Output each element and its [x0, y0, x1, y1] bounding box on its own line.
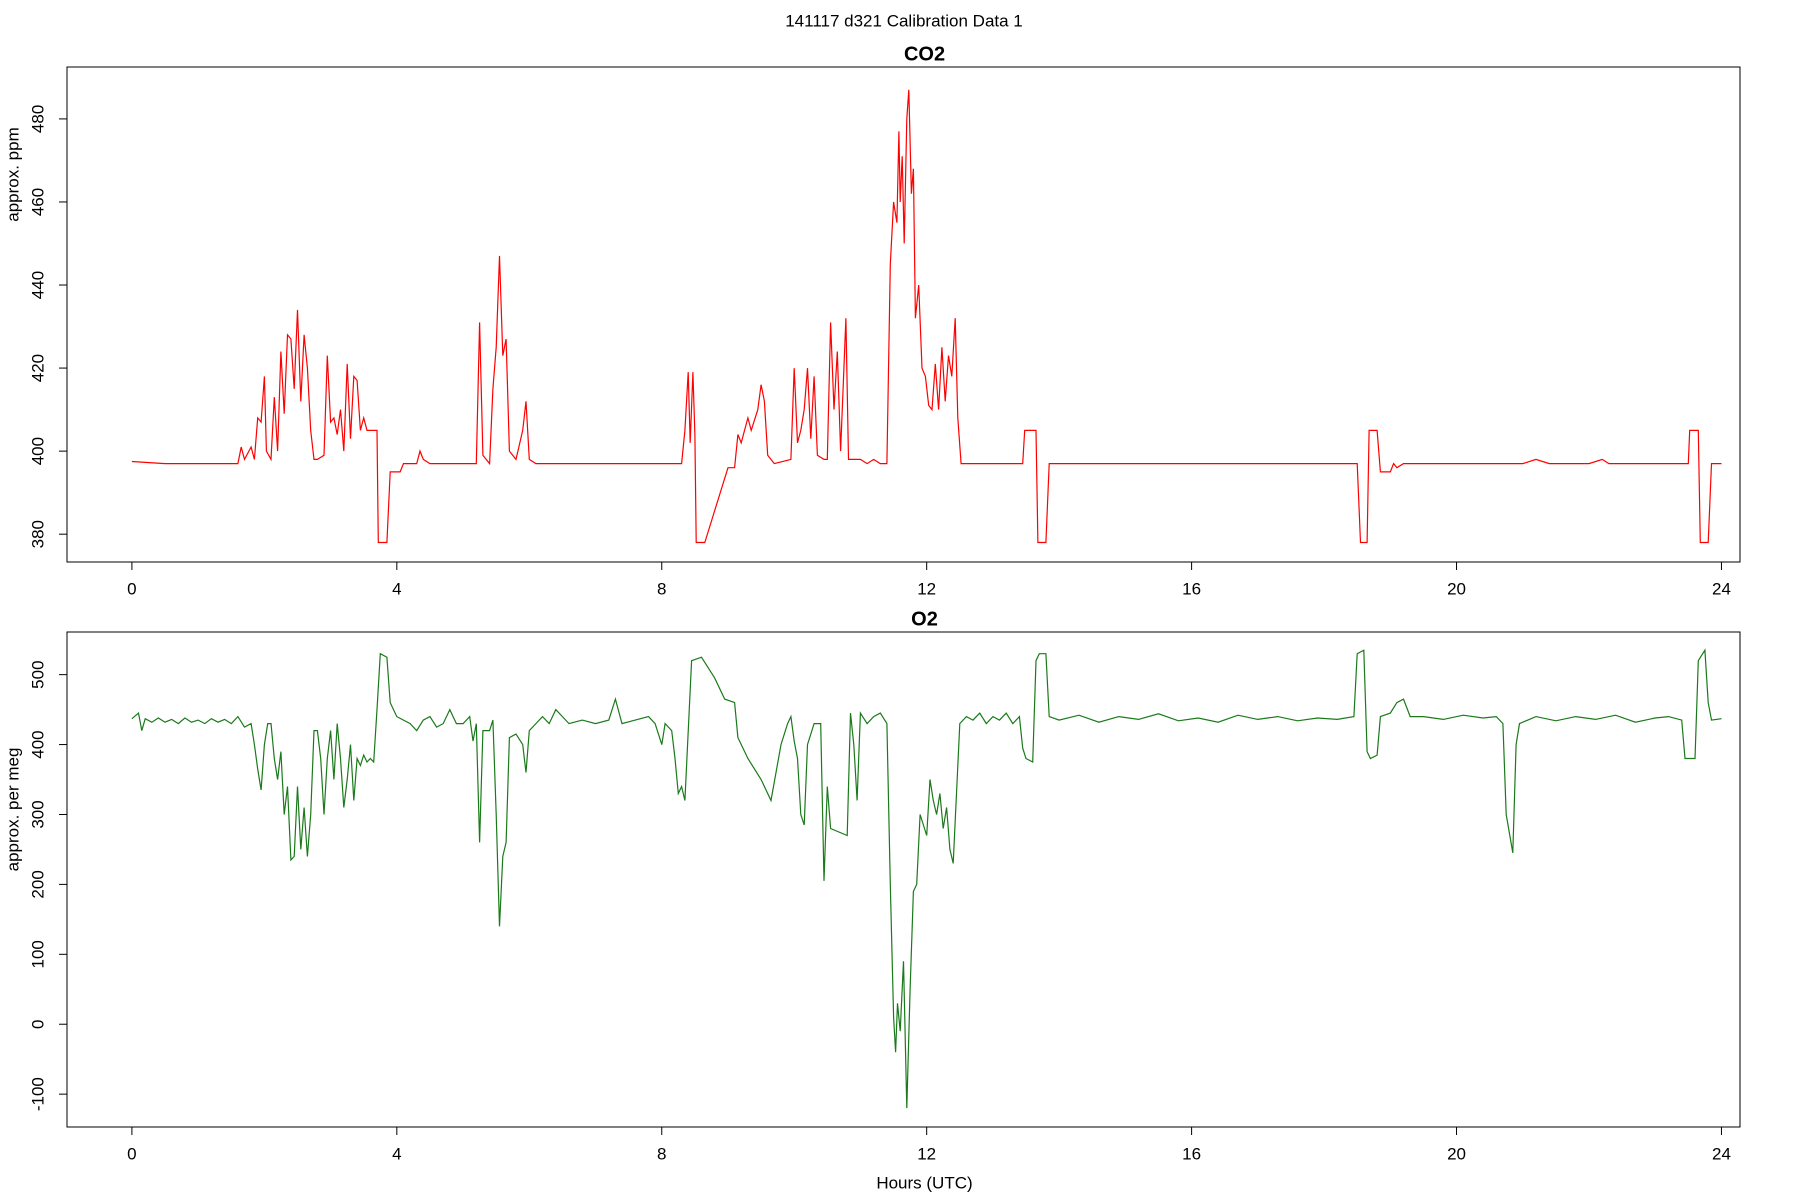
x-tick-label: 4: [392, 579, 401, 598]
plot-box: [66, 66, 1741, 563]
y-tick-label: 420: [28, 354, 47, 382]
y-tick-label: 100: [28, 940, 47, 968]
y-tick-label: 380: [28, 520, 47, 548]
x-tick-label: 24: [1712, 579, 1731, 598]
x-tick-label: 0: [127, 1144, 136, 1163]
data-line: [131, 648, 1722, 1109]
y-tick-label: 400: [28, 730, 47, 758]
x-tick-label: 20: [1447, 1144, 1466, 1163]
x-tick-label: 24: [1712, 1144, 1731, 1163]
y-tick-label: 200: [28, 870, 47, 898]
y-axis-label: approx. per meg: [3, 748, 22, 872]
x-tick-label: 12: [917, 579, 936, 598]
y-tick-label: 400: [28, 437, 47, 465]
data-line: [131, 89, 1722, 544]
plot-box: [66, 631, 1741, 1128]
figure-title: 141117 d321 Calibration Data 1: [785, 11, 1023, 30]
x-tick-label: 4: [392, 1144, 401, 1163]
y-tick-label: -100: [28, 1077, 47, 1111]
panel-title: O2: [911, 608, 938, 630]
y-tick-label: 440: [28, 271, 47, 299]
y-axis-label: approx. ppm: [3, 127, 22, 222]
y-tick-label: 300: [28, 800, 47, 828]
y-tick-label: 500: [28, 660, 47, 688]
x-tick-label: 12: [917, 1144, 936, 1163]
x-tick-label: 0: [127, 579, 136, 598]
y-tick-label: 480: [28, 105, 47, 133]
x-tick-label: 20: [1447, 579, 1466, 598]
y-tick-label: 0: [28, 1019, 47, 1028]
panel-title: CO2: [904, 43, 945, 65]
x-tick-label: 16: [1182, 579, 1201, 598]
x-tick-label: 8: [657, 1144, 666, 1163]
x-axis-label: Hours (UTC): [876, 1173, 972, 1192]
y-tick-label: 460: [28, 188, 47, 216]
x-tick-label: 8: [657, 579, 666, 598]
x-tick-label: 16: [1182, 1144, 1201, 1163]
